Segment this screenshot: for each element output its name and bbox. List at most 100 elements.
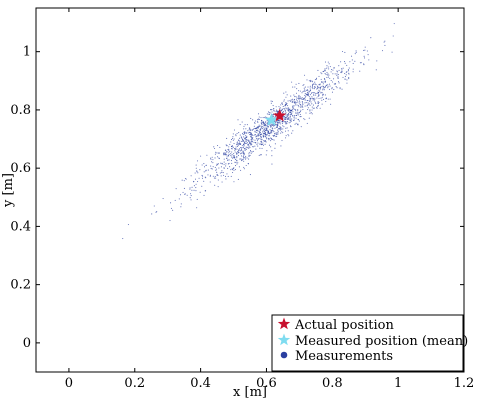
measurement-point [322, 95, 324, 97]
measurement-point [281, 122, 284, 125]
measurement-point [320, 72, 322, 74]
measurement-point [270, 100, 272, 102]
measurement-point [240, 146, 242, 149]
measurement-point [250, 136, 252, 138]
measurement-point [327, 76, 329, 78]
measurement-point [297, 114, 299, 116]
measurement-point [316, 97, 318, 99]
measurement-point [273, 132, 276, 135]
measurement-point [195, 183, 197, 185]
measurement-point [203, 163, 205, 165]
measurement-point [257, 142, 259, 144]
measurement-point [289, 125, 292, 127]
measurement-point [230, 175, 232, 177]
measurement-point [240, 169, 242, 171]
measurement-point [293, 119, 295, 121]
measurement-point [307, 108, 309, 111]
measurement-point [325, 85, 327, 87]
measurement-point [244, 150, 246, 152]
measurement-point [207, 169, 209, 171]
measurement-point [321, 91, 323, 94]
measurement-point [305, 95, 307, 97]
measurement-point [317, 95, 319, 97]
measurement-point [295, 114, 298, 116]
measurement-point [209, 181, 211, 183]
legend-marker-measured [277, 333, 291, 346]
measurement-point [226, 137, 228, 140]
x-tick-label: 1 [394, 376, 402, 391]
measurement-point [311, 109, 313, 111]
measurement-point [246, 142, 248, 144]
measurement-point [335, 83, 337, 85]
measurement-point [267, 111, 270, 113]
measurement-point [337, 71, 339, 73]
measurement-point [257, 130, 259, 132]
measurement-point [285, 107, 287, 109]
measurement-point [266, 113, 268, 115]
measurement-point [231, 151, 233, 153]
measurement-point [337, 77, 339, 79]
measurement-point [322, 94, 324, 96]
measurement-point [264, 130, 266, 132]
measurement-point [266, 138, 268, 140]
measurement-point [268, 138, 270, 140]
measurement-point [307, 95, 309, 97]
measurement-point [293, 118, 295, 120]
measurement-point [237, 162, 239, 164]
measurement-point [259, 130, 261, 132]
measurement-point [257, 121, 259, 123]
measurement-point [262, 120, 264, 123]
measurement-point [332, 73, 334, 75]
measurement-point [304, 105, 306, 107]
measurement-point [214, 166, 216, 169]
measurement-point [237, 154, 239, 157]
measurement-point [316, 105, 319, 107]
measurement-point [260, 137, 262, 139]
x-tick-label: 0.6 [256, 376, 277, 391]
measurement-point [274, 121, 277, 123]
measurement-point [322, 71, 324, 73]
measurement-point [263, 133, 265, 135]
measurement-point [286, 127, 288, 129]
measurement-point [315, 102, 317, 105]
measurement-point [271, 111, 273, 113]
measurement-point [300, 116, 302, 118]
measurement-point [241, 152, 243, 154]
measurement-point [273, 131, 275, 133]
measurement-point [293, 99, 295, 101]
measurement-point [271, 127, 273, 129]
measurement-point [227, 148, 229, 151]
measurement-point [261, 147, 263, 149]
measurement-point [263, 126, 265, 128]
measurement-point [291, 132, 293, 134]
measurement-point [246, 124, 248, 126]
measurement-point [381, 50, 384, 52]
measurement-point [313, 107, 315, 109]
measurement-point [336, 74, 338, 77]
position-markers [264, 108, 287, 126]
measurement-point [359, 62, 361, 64]
measurement-point [316, 88, 318, 90]
measurement-point [232, 136, 234, 138]
measurement-point [393, 23, 395, 25]
measurement-point [256, 140, 259, 142]
measurement-point [238, 152, 240, 154]
measurement-point [262, 142, 264, 144]
measurement-point [243, 136, 245, 138]
measurement-point [226, 155, 228, 157]
measurement-point [302, 109, 304, 111]
measurement-point [271, 124, 273, 126]
measurement-point [260, 136, 262, 138]
measurement-point [205, 169, 207, 171]
measurement-point [251, 138, 254, 140]
measurement-point [220, 162, 222, 164]
measurement-point [294, 123, 296, 125]
plot-frame [35, 7, 465, 373]
measurement-point [263, 128, 265, 130]
measurement-point [304, 93, 306, 95]
measurement-point [183, 180, 185, 182]
measurement-point [271, 129, 273, 131]
measurement-point [217, 152, 220, 154]
measurement-point [281, 108, 283, 110]
measurement-point [318, 94, 320, 96]
